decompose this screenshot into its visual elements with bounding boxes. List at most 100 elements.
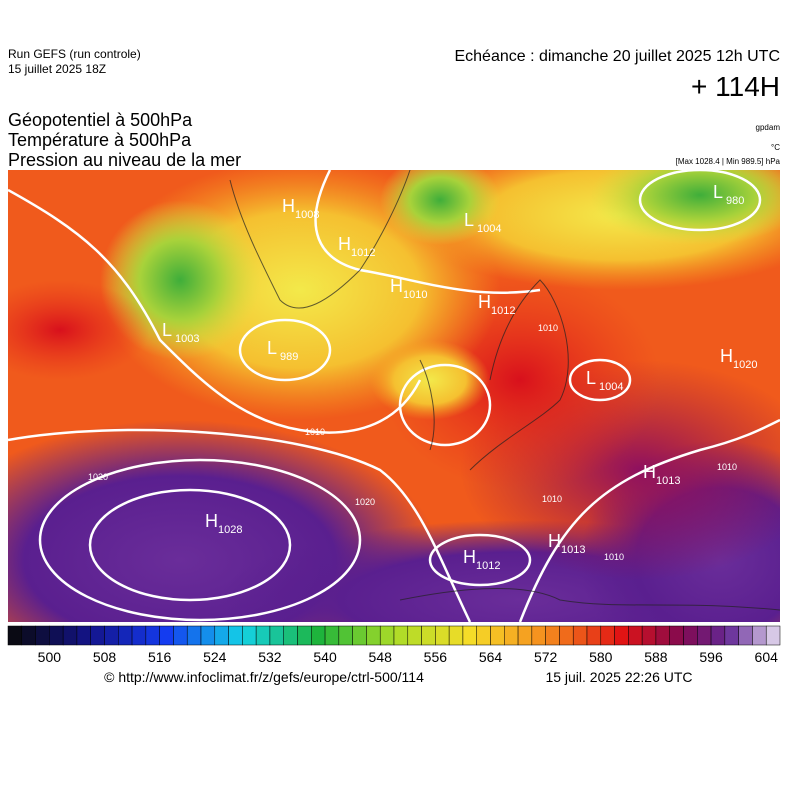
colorbar-cell: [186, 625, 202, 646]
center-value: 1004: [477, 223, 501, 235]
colorbar-cell: [738, 625, 753, 646]
center-value: 1028: [218, 524, 242, 536]
isobar-label: 1020: [88, 472, 108, 482]
center-letter: H: [643, 462, 656, 482]
center-value: 1013: [656, 475, 680, 487]
isobar-label: 1010: [305, 427, 325, 437]
center-value: 1010: [403, 289, 427, 301]
colorbar-tick-label: 588: [644, 649, 668, 665]
colorbar: 500 508 516 524 532 540 548 556 564 572 580 588 596 6…: [7, 625, 781, 665]
colorbar-cell: [62, 625, 78, 646]
colorbar-cell: [435, 625, 450, 646]
colorbar-cell: [421, 625, 436, 646]
colorbar-cell: [118, 625, 133, 646]
colorbar-tick-label: 516: [148, 649, 172, 665]
colorbar-cell: [683, 625, 698, 646]
colorbar-tick-label: 564: [479, 649, 503, 665]
center-value: 1012: [351, 247, 375, 259]
colorbar-cell: [200, 625, 216, 646]
colorbar-cell: [366, 625, 381, 646]
isobar-label: 1020: [355, 497, 375, 507]
colorbar-cell: [724, 625, 739, 646]
center-letter: L: [464, 210, 474, 230]
colorbar-cell: [283, 625, 298, 646]
center-letter: H: [548, 531, 561, 551]
colorbar-cell: [752, 625, 767, 646]
colorbar-cell: [338, 625, 353, 646]
isobar-label: 1010: [717, 462, 737, 472]
colorbar-cell: [311, 625, 326, 646]
colorbar-cell: [379, 625, 395, 646]
colorbar-cell: [628, 625, 643, 646]
colorbar-cell: [35, 625, 50, 646]
isobar-label: 1010: [604, 552, 624, 562]
colorbar-tick-label: 580: [589, 649, 613, 665]
center-value: 980: [726, 195, 744, 207]
colorbar-cell: [255, 625, 271, 646]
colorbar-tick-label: 548: [369, 649, 393, 665]
colorbar-cell: [586, 625, 602, 646]
colorbar-cell: [49, 625, 64, 646]
colorbar-cell: [297, 625, 312, 646]
center-value: 1020: [733, 359, 757, 371]
colorbar-cell: [531, 625, 546, 646]
center-letter: H: [478, 292, 491, 312]
colorbar-cell: [104, 625, 119, 646]
colorbar-tick-label: 540: [313, 649, 337, 665]
colorbar-cell: [324, 625, 340, 646]
colorbar-tick-label: 532: [258, 649, 282, 665]
colorbar-cell: [269, 625, 284, 646]
isobar-label: 1010: [542, 494, 562, 504]
lead-time: + 114H: [691, 71, 780, 102]
colorbar-cell: [393, 625, 409, 646]
center-value: 1012: [491, 305, 515, 317]
center-value: 1004: [599, 381, 623, 393]
colorbar-cell: [504, 625, 519, 646]
colorbar-cell: [242, 625, 257, 646]
center-letter: H: [390, 276, 403, 296]
colorbar-cell: [90, 625, 105, 646]
center-letter: H: [282, 196, 295, 216]
source: © http://www.infoclimat.fr/z/gefs/europe…: [104, 669, 424, 685]
colorbar-tick-label: 604: [755, 649, 779, 665]
colorbar-tick-label: 524: [203, 649, 227, 665]
center-value: 1003: [175, 333, 199, 345]
center-letter: H: [205, 511, 218, 531]
colorbar-cell: [214, 625, 229, 646]
colorbar-cell: [559, 625, 574, 646]
colorbar-cell: [7, 625, 23, 646]
colorbar-cell: [490, 625, 505, 646]
colorbar-cell: [145, 625, 160, 646]
colorbar-cell: [76, 625, 91, 646]
colorbar-tick-label: 508: [93, 649, 117, 665]
colorbar-cell: [697, 625, 712, 646]
colorbar-tick-label: 572: [534, 649, 558, 665]
center-value: 989: [280, 351, 298, 363]
valid-time: Echéance : dimanche 20 juillet 2025 12h …: [454, 48, 780, 65]
colorbar-cell: [572, 625, 588, 646]
colorbar-cell: [173, 625, 188, 646]
colorbar-cell: [765, 625, 781, 646]
colorbar-cell: [710, 625, 726, 646]
title: Pression au niveau de la mer: [8, 150, 241, 170]
colorbar-cell: [600, 625, 615, 646]
center-value: 1013: [561, 544, 585, 556]
colorbar-tick-label: 556: [424, 649, 448, 665]
colorbar-tick-label: 596: [699, 649, 723, 665]
colorbar-tick-label: 500: [38, 649, 62, 665]
unit: gpdam: [756, 123, 781, 132]
center-letter: H: [720, 346, 733, 366]
colorbar-cell: [614, 625, 629, 646]
colorbar-cell: [669, 625, 684, 646]
center-value: 1012: [476, 560, 500, 572]
colorbar-cell: [641, 625, 657, 646]
isobar-label: 1010: [538, 323, 558, 333]
center-value: 1008: [295, 209, 319, 221]
center-letter: H: [463, 547, 476, 567]
run-label: Run GEFS (run controle): [8, 47, 141, 61]
colorbar-cell: [352, 625, 367, 646]
colorbar-cell: [407, 625, 422, 646]
colorbar-cell: [448, 625, 464, 646]
